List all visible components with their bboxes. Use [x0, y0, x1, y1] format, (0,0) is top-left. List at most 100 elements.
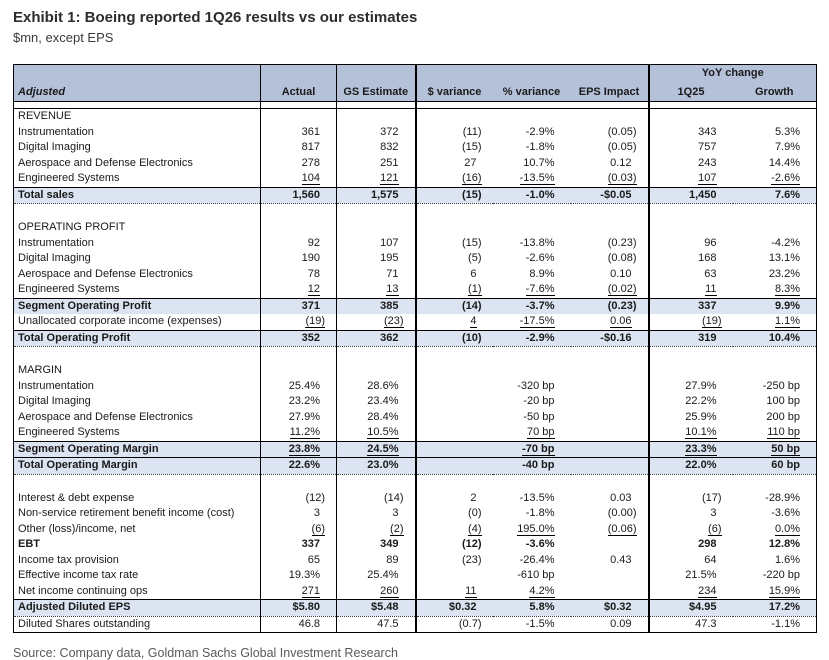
- value-cell: -3.6%: [733, 506, 817, 522]
- cell-value: 10.7%: [523, 156, 555, 169]
- table-row: Segment Operating Margin 23.8% 24.5% -70 bp…: [13, 440, 817, 458]
- cell-value: (0.05): [607, 141, 637, 154]
- value-cell: 27: [414, 155, 493, 171]
- value-cell: -1.8%: [493, 140, 571, 156]
- value-cell: (0.23): [571, 236, 649, 252]
- table-row: Non-service retirement benefit income (c…: [14, 506, 817, 522]
- cell-value: 337: [301, 538, 320, 551]
- cell-value: 271: [301, 584, 320, 598]
- value-cell: [336, 363, 416, 379]
- table-row: Total Operating Margin 22.6% 23.0% -40 bp 22…: [13, 457, 817, 475]
- cell-value: -2.9%: [525, 331, 555, 344]
- row-label: Total Operating Profit: [18, 331, 131, 344]
- cell-value: 11: [705, 283, 717, 297]
- cell-value: 319: [698, 331, 717, 344]
- value-cell: -13.5%: [493, 171, 571, 187]
- cell-value: $0.32: [448, 601, 477, 614]
- row-label-cell: Digital Imaging: [14, 251, 261, 267]
- value-cell: -70 bp: [492, 440, 571, 458]
- cell-value: 22.0%: [685, 459, 717, 472]
- value-cell: [492, 101, 571, 109]
- cell-value: 7.9%: [774, 141, 801, 154]
- col-header-growth: Growth: [732, 82, 817, 102]
- value-cell: 11.2%: [260, 425, 337, 441]
- cell-value: (17): [701, 491, 722, 504]
- value-cell: -28.9%: [733, 491, 817, 507]
- value-cell: 371: [260, 297, 337, 314]
- cell-value: -$0.05: [600, 188, 632, 201]
- value-cell: (12): [260, 490, 337, 506]
- value-cell: [414, 409, 493, 425]
- value-cell: [414, 101, 493, 109]
- cell-value: 4: [470, 315, 477, 329]
- cell-value: 27.9%: [288, 410, 320, 423]
- exhibit-subtitle: $mn, except EPS: [13, 30, 114, 45]
- cell-value: -13.5%: [519, 491, 555, 504]
- value-cell: 4.2%: [493, 584, 571, 600]
- value-cell: -$0.05: [570, 186, 649, 204]
- value-cell: 63: [647, 266, 733, 282]
- cell-value: -1.0%: [525, 188, 555, 201]
- cell-value: 3: [313, 507, 320, 520]
- row-label: Digital Imaging: [18, 395, 91, 408]
- cell-value: 100 bp: [766, 395, 801, 408]
- cell-value: 23.0%: [367, 459, 399, 472]
- cell-value: 2: [470, 491, 477, 504]
- cell-value: (0.03): [607, 172, 637, 186]
- value-cell: 22.2%: [647, 394, 733, 410]
- value-cell: [336, 203, 416, 220]
- cell-value: 4.2%: [529, 584, 555, 598]
- row-label: Engineered Systems: [18, 172, 120, 185]
- row-label-cell: Other (loss)/income, net: [14, 522, 261, 538]
- cell-value: (4): [468, 522, 482, 536]
- value-cell: -13.8%: [493, 236, 571, 252]
- value-cell: [571, 537, 649, 553]
- row-label-cell: Engineered Systems: [14, 171, 261, 187]
- value-cell: [571, 109, 649, 125]
- row-label: Segment Operating Profit: [18, 299, 152, 312]
- cell-value: 0.03: [610, 491, 632, 504]
- cell-value: (15): [461, 188, 482, 201]
- value-cell: -2.9%: [493, 125, 571, 141]
- value-cell: 9.9%: [732, 297, 817, 314]
- cell-value: (6): [311, 522, 325, 536]
- row-label-cell: Digital Imaging: [14, 394, 261, 410]
- value-cell: 64: [647, 552, 733, 568]
- value-cell: -320 bp: [493, 379, 571, 395]
- row-label-cell: Engineered Systems: [14, 425, 261, 441]
- value-cell: 2: [414, 490, 493, 506]
- cell-value: -2.6%: [771, 172, 801, 186]
- cell-value: -26.4%: [519, 553, 555, 566]
- cell-value: 3: [392, 507, 399, 520]
- value-cell: [571, 379, 649, 395]
- cell-value: 5.8%: [529, 601, 555, 614]
- cell-value: 385: [380, 299, 399, 312]
- value-cell: 110 bp: [733, 425, 817, 441]
- row-label-cell: Total Operating Margin: [13, 457, 261, 475]
- cell-value: -1.1%: [771, 617, 801, 630]
- cell-value: 19.3%: [288, 569, 320, 582]
- value-cell: [336, 346, 416, 363]
- value-cell: 200 bp: [733, 410, 817, 426]
- row-label: Digital Imaging: [18, 252, 91, 265]
- value-cell: 362: [336, 329, 416, 347]
- cell-value: 17.2%: [768, 601, 801, 614]
- value-cell: [493, 363, 571, 379]
- value-cell: [647, 101, 733, 109]
- value-cell: [647, 108, 733, 125]
- value-cell: [414, 568, 493, 584]
- cell-value: 92: [307, 236, 320, 249]
- value-cell: (0.03): [571, 171, 649, 187]
- value-cell: [414, 474, 493, 491]
- cell-value: 343: [698, 125, 717, 138]
- row-label-cell: Interest & debt expense: [14, 491, 261, 507]
- value-cell: [414, 457, 493, 475]
- value-cell: 0.03: [571, 491, 649, 507]
- cell-value: 195.0%: [517, 522, 555, 536]
- value-cell: (23): [336, 314, 416, 330]
- cell-value: 361: [301, 125, 320, 138]
- row-label: Engineered Systems: [18, 426, 120, 439]
- cell-value: (10): [461, 331, 482, 344]
- value-cell: [493, 109, 571, 125]
- cell-value: 7.6%: [774, 188, 801, 201]
